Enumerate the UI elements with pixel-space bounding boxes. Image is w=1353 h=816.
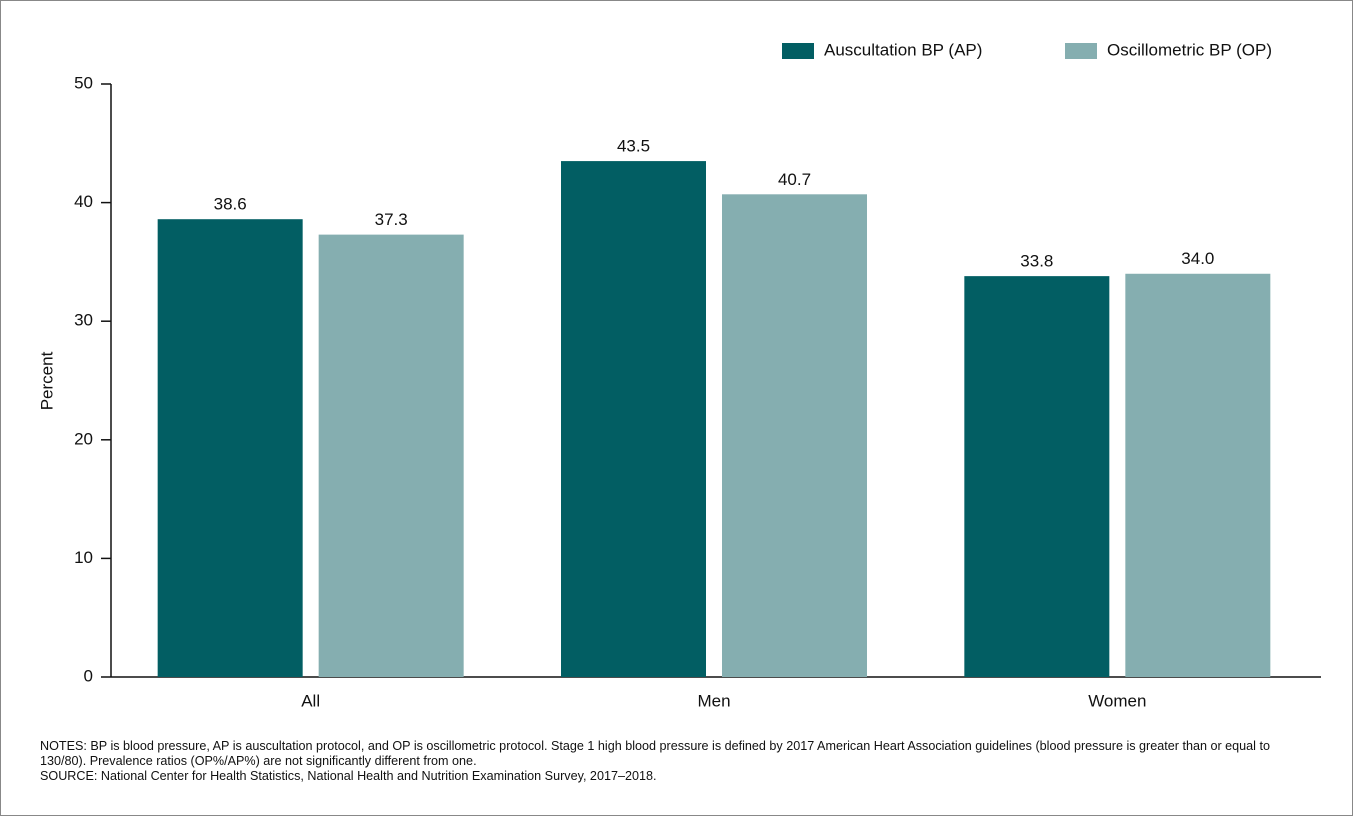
value-label: 38.6	[214, 195, 247, 214]
x-tick-label: Women	[1088, 691, 1146, 710]
x-tick-label: Men	[697, 691, 730, 710]
y-tick-label: 20	[74, 429, 93, 448]
y-tick-label: 30	[74, 311, 93, 330]
y-tick-label: 40	[74, 192, 93, 211]
legend-swatch	[782, 43, 814, 59]
value-label: 37.3	[375, 210, 408, 229]
legend-swatch	[1065, 43, 1097, 59]
value-label: 33.8	[1020, 252, 1053, 271]
x-tick-label: All	[301, 691, 320, 710]
y-tick-label: 0	[84, 666, 93, 685]
bar	[157, 219, 303, 678]
bar	[722, 194, 867, 677]
bar	[964, 276, 1110, 677]
y-axis-label: Percent	[37, 351, 56, 410]
source: SOURCE: National Center for Health Stati…	[40, 769, 657, 783]
bar	[1125, 273, 1271, 677]
bar	[318, 234, 464, 677]
value-label: 43.5	[617, 137, 650, 156]
y-tick-label: 50	[74, 73, 93, 92]
legend-label: Oscillometric BP (OP)	[1107, 40, 1272, 59]
value-label: 34.0	[1181, 249, 1214, 268]
notes: NOTES: BP is blood pressure, AP is auscu…	[40, 739, 1270, 768]
chart: Percent 0 10 20 30 40 50 All 38.6 37.3 Men 43.5 40.…	[37, 40, 1321, 710]
notes-block: NOTES: BP is blood pressure, AP is auscu…	[40, 739, 1270, 784]
legend-label: Auscultation BP (AP)	[824, 40, 982, 59]
bar	[561, 161, 706, 678]
value-label: 40.7	[778, 170, 811, 189]
y-tick-label: 10	[74, 548, 93, 567]
